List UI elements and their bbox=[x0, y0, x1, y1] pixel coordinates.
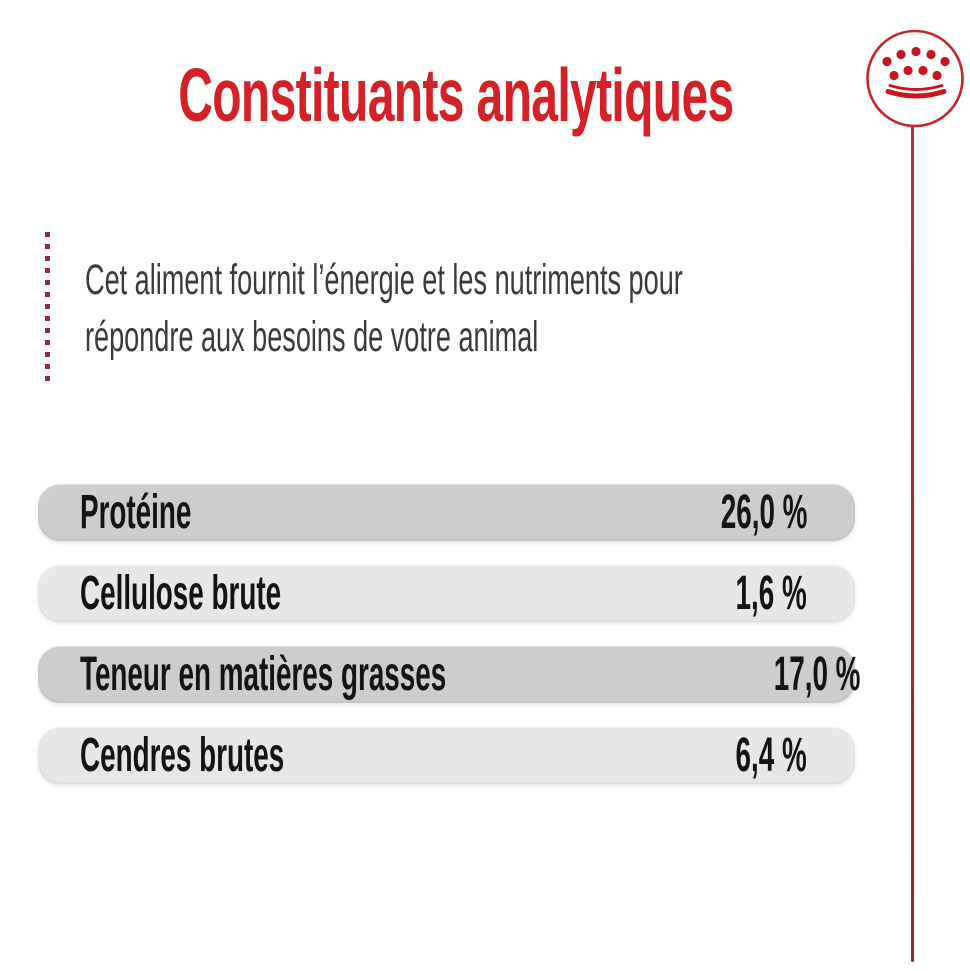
dotted-accent-line bbox=[45, 232, 50, 386]
intro-line-2: répondre aux besoins de votre animal bbox=[85, 313, 539, 361]
row-label: Teneur en matières grasses bbox=[80, 648, 447, 701]
intro-paragraph: Cet aliment fournit l’énergie et les nut… bbox=[85, 252, 970, 366]
row-value: 26,0 % bbox=[720, 486, 807, 539]
row-label: Protéine bbox=[80, 486, 192, 539]
logo-drop-line bbox=[911, 127, 914, 962]
crown-logo-icon bbox=[865, 28, 965, 129]
row-value: 6,4 % bbox=[735, 729, 807, 782]
table-row-matieres-grasses: Teneur en matières grasses 17,0 % bbox=[38, 646, 861, 703]
crown-logo-svg bbox=[866, 29, 964, 128]
table-row-proteine: Protéine 26,0 % bbox=[38, 484, 855, 541]
row-value: 1,6 % bbox=[735, 567, 807, 620]
table-row-cellulose: Cellulose brute 1,6 % bbox=[38, 565, 855, 622]
page-title-wrap: Constituants analytiques bbox=[0, 58, 912, 133]
table-row-cendres: Cendres brutes 6,4 % bbox=[38, 727, 855, 784]
intro-line-1: Cet aliment fournit l’énergie et les nut… bbox=[85, 256, 683, 304]
row-label: Cellulose brute bbox=[80, 567, 282, 620]
constituents-table: Protéine 26,0 % Cellulose brute 1,6 % Te… bbox=[38, 484, 861, 808]
row-label: Cendres brutes bbox=[80, 729, 285, 782]
page-title: Constituants analytiques bbox=[178, 53, 734, 137]
row-value: 17,0 % bbox=[774, 648, 861, 701]
